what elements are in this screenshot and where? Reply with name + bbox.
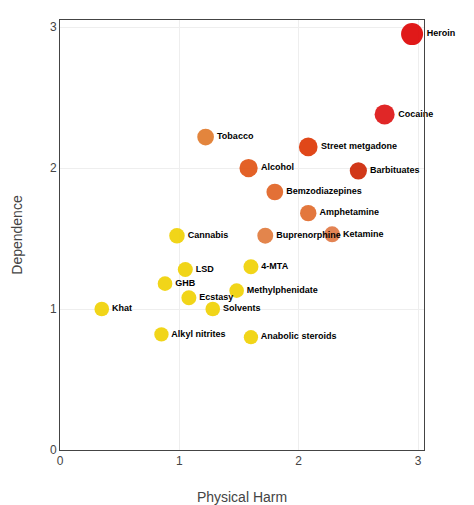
svg-text:Street metgadone: Street metgadone xyxy=(321,141,397,151)
svg-text:Heroin: Heroin xyxy=(427,28,456,38)
svg-text:1: 1 xyxy=(50,302,57,316)
svg-text:0: 0 xyxy=(50,443,57,457)
svg-text:Tobacco: Tobacco xyxy=(217,131,254,141)
svg-text:Cocaine: Cocaine xyxy=(398,109,433,119)
svg-text:Dependence: Dependence xyxy=(9,195,25,275)
svg-text:1: 1 xyxy=(176,454,183,468)
svg-text:Solvents: Solvents xyxy=(223,303,261,313)
svg-text:Amphetamine: Amphetamine xyxy=(319,207,379,217)
svg-text:3: 3 xyxy=(50,20,57,34)
svg-text:4-MTA: 4-MTA xyxy=(261,261,288,271)
svg-text:Anabolic steroids: Anabolic steroids xyxy=(261,331,337,341)
svg-text:Alcohol: Alcohol xyxy=(261,162,294,172)
svg-text:Alkyl nitrites: Alkyl nitrites xyxy=(171,329,225,339)
svg-text:Ketamine: Ketamine xyxy=(343,229,384,239)
svg-text:LSD: LSD xyxy=(196,264,215,274)
svg-text:Physical Harm: Physical Harm xyxy=(197,489,287,505)
svg-text:Ecstasy: Ecstasy xyxy=(199,292,233,302)
svg-text:Bemzodiazepines: Bemzodiazepines xyxy=(286,186,362,196)
svg-text:0: 0 xyxy=(57,454,64,468)
svg-text:3: 3 xyxy=(415,454,422,468)
svg-text:Cannabis: Cannabis xyxy=(188,230,229,240)
svg-text:Barbituates: Barbituates xyxy=(370,165,420,175)
svg-text:GHB: GHB xyxy=(175,278,196,288)
svg-text:2: 2 xyxy=(50,161,57,175)
svg-text:Khat: Khat xyxy=(112,303,132,313)
svg-text:2: 2 xyxy=(295,454,302,468)
svg-text:Buprenorphine: Buprenorphine xyxy=(276,230,341,240)
svg-text:Methylphenidate: Methylphenidate xyxy=(247,285,318,295)
